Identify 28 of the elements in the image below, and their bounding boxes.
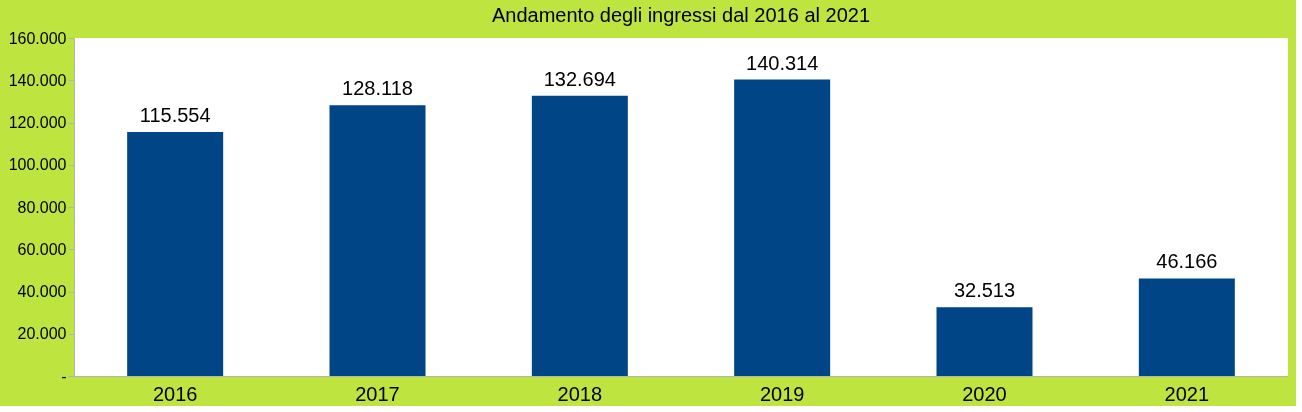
x-tick-label: 2021 xyxy=(1164,382,1210,405)
y-tick-label: 60.000 xyxy=(17,240,67,258)
data-label: 46.166 xyxy=(1156,250,1218,273)
y-tick-label: 80.000 xyxy=(17,198,67,216)
chart-title: Andamento degli ingressi dal 2016 al 2021 xyxy=(491,4,871,26)
bar xyxy=(734,79,831,376)
bar xyxy=(127,131,224,376)
y-tick-label: 100.000 xyxy=(8,156,67,174)
x-tick-label: 2016 xyxy=(152,382,198,405)
bar xyxy=(936,307,1033,376)
data-label: 128.118 xyxy=(342,77,413,100)
y-tick-label: 40.000 xyxy=(17,283,67,300)
y-tick-label: - xyxy=(61,367,67,385)
data-label: 115.554 xyxy=(139,103,211,126)
data-label: 132.694 xyxy=(543,67,616,90)
x-tick-label: 2020 xyxy=(962,382,1007,405)
y-tick-label: 140.000 xyxy=(8,71,67,89)
y-tick-label: 20.000 xyxy=(17,325,67,343)
y-tick-label: 120.000 xyxy=(8,114,67,131)
y-tick-label: 160.000 xyxy=(8,29,67,47)
x-tick-label: 2018 xyxy=(557,382,603,405)
bar xyxy=(329,105,426,376)
x-tick-label: 2017 xyxy=(355,382,400,405)
x-tick-label: 2019 xyxy=(759,382,805,405)
data-label: 140.314 xyxy=(746,51,819,74)
data-label: 32.513 xyxy=(953,279,1016,302)
bar xyxy=(1138,278,1235,376)
bar xyxy=(531,95,628,376)
